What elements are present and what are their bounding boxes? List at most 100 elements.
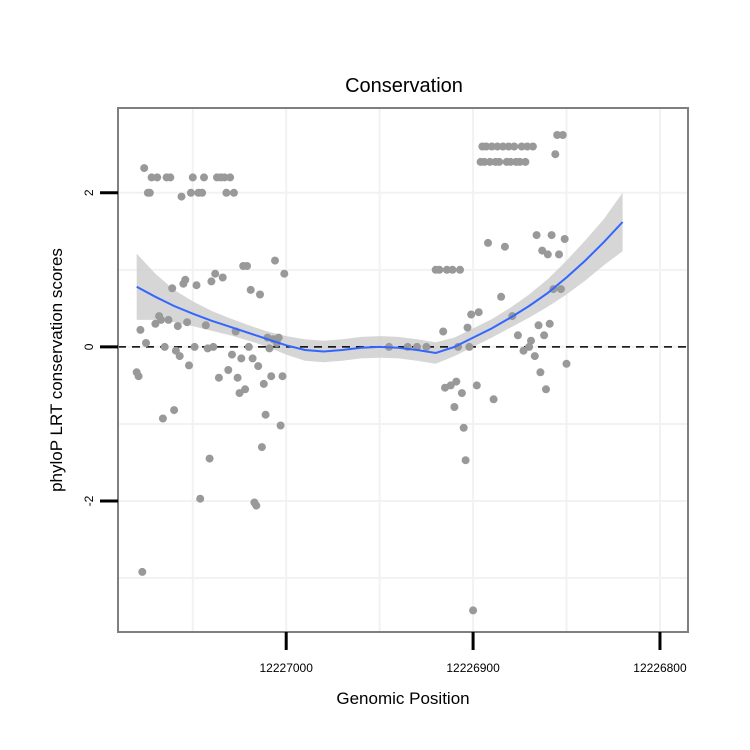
- data-points: [132, 131, 571, 615]
- data-point: [175, 352, 184, 361]
- confidence-ribbon: [136, 192, 623, 364]
- data-point: [183, 318, 192, 327]
- smooth-line: [136, 221, 624, 355]
- x-tick-label: 12226900: [446, 661, 500, 675]
- data-point: [233, 373, 242, 382]
- data-point: [136, 325, 145, 334]
- data-point: [243, 262, 251, 270]
- data-point: [207, 277, 216, 286]
- data-point: [158, 414, 167, 423]
- data-point: [461, 456, 470, 465]
- data-point: [504, 142, 513, 151]
- smooth-line-layer: [136, 221, 624, 355]
- data-point: [185, 361, 193, 370]
- data-point: [226, 173, 235, 182]
- data-point: [521, 157, 530, 166]
- data-point: [523, 142, 532, 151]
- data-point: [487, 142, 496, 151]
- data-point: [450, 403, 459, 411]
- chart-title: Conservation: [345, 75, 463, 97]
- data-point: [274, 333, 283, 342]
- data-point: [222, 188, 231, 197]
- data-point: [280, 269, 289, 278]
- x-tick-label: 12227000: [260, 661, 314, 675]
- data-point: [177, 192, 186, 201]
- data-point: [525, 342, 534, 351]
- data-point: [469, 606, 478, 615]
- data-point: [181, 275, 190, 284]
- data-point: [173, 322, 182, 331]
- data-point: [534, 321, 543, 330]
- data-point: [138, 567, 147, 576]
- data-point: [261, 410, 270, 419]
- y-axis: -2 0 2: [82, 189, 118, 506]
- data-point: [435, 265, 444, 274]
- x-axis-title: Genomic Position: [336, 689, 469, 708]
- data-point: [499, 142, 507, 151]
- data-point: [164, 315, 173, 324]
- data-point: [532, 231, 541, 240]
- data-point: [256, 290, 264, 299]
- y-tick-label: -2: [82, 495, 96, 506]
- data-point: [259, 379, 268, 388]
- data-point: [198, 188, 207, 197]
- data-point: [151, 319, 160, 328]
- data-point: [229, 188, 238, 197]
- data-point: [536, 368, 545, 377]
- data-point: [244, 342, 253, 351]
- data-point: [160, 342, 169, 351]
- data-point: [489, 395, 498, 404]
- y-tick-label: 2: [82, 189, 96, 196]
- data-point: [446, 381, 455, 390]
- data-point: [562, 359, 571, 368]
- data-point: [235, 389, 244, 398]
- data-point: [543, 250, 552, 259]
- data-point: [218, 273, 227, 282]
- data-point: [157, 315, 165, 324]
- data-point: [209, 342, 218, 351]
- data-point: [493, 142, 502, 151]
- data-point: [166, 173, 175, 182]
- data-point: [513, 331, 522, 340]
- data-point: [500, 242, 509, 251]
- data-point: [246, 285, 255, 294]
- data-point: [252, 501, 261, 510]
- data-point: [551, 150, 560, 159]
- data-point: [267, 372, 276, 381]
- data-point: [515, 157, 524, 166]
- data-point: [553, 131, 562, 139]
- data-point: [237, 354, 246, 363]
- data-point: [205, 454, 214, 463]
- panel-border: [117, 107, 689, 633]
- data-point: [517, 142, 526, 151]
- data-point: [519, 346, 528, 355]
- plot-panel: [118, 108, 688, 632]
- data-point: [228, 350, 236, 359]
- data-point: [480, 157, 489, 166]
- data-point: [257, 443, 266, 452]
- data-point: [211, 269, 220, 278]
- data-point: [196, 494, 205, 503]
- data-point: [271, 256, 279, 265]
- data-point: [248, 354, 257, 363]
- y-tick-label: 0: [82, 343, 96, 350]
- data-point: [459, 423, 468, 432]
- data-point: [442, 265, 451, 274]
- data-point: [474, 308, 483, 317]
- data-point: [190, 342, 199, 351]
- data-point: [278, 372, 287, 381]
- data-point: [542, 385, 550, 394]
- data-point: [530, 352, 539, 361]
- data-point: [510, 142, 519, 151]
- data-point: [527, 336, 535, 345]
- data-point: [142, 339, 150, 347]
- data-point: [467, 310, 476, 319]
- data-point: [254, 362, 263, 371]
- x-axis: 12227000 12226900 12226800: [260, 632, 687, 675]
- data-point: [506, 157, 515, 166]
- data-point: [422, 342, 431, 351]
- data-point: [463, 323, 472, 332]
- data-point: [540, 331, 549, 340]
- x-tick-label: 12226800: [633, 661, 687, 675]
